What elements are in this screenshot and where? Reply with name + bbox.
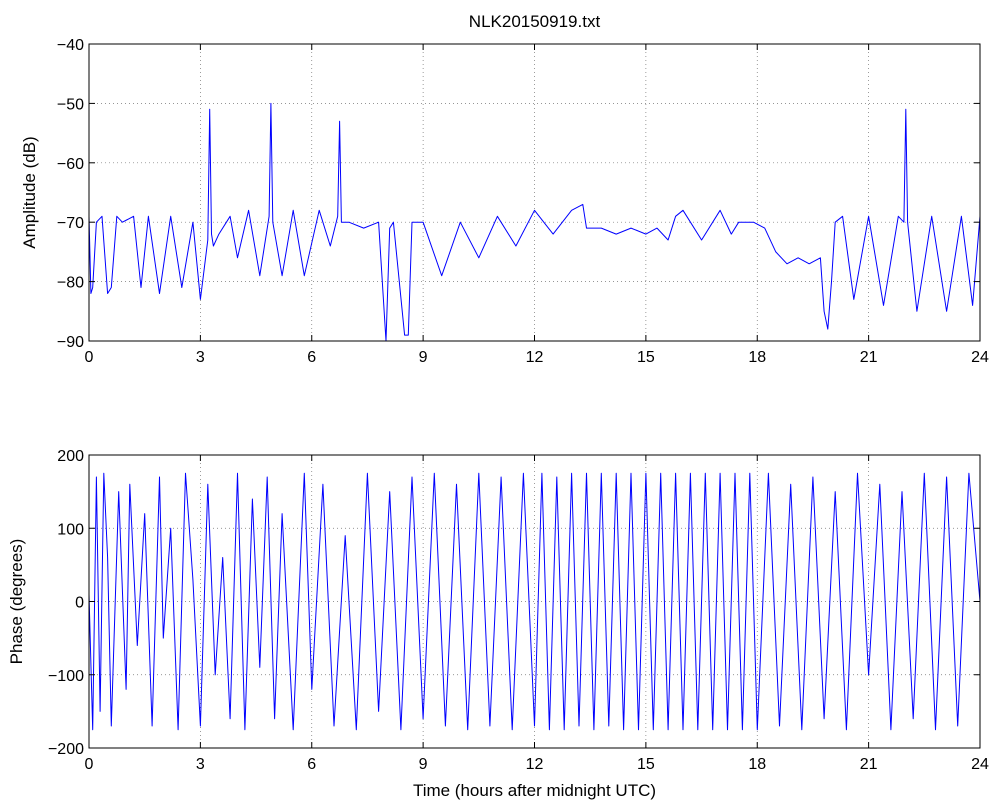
phase-trace <box>88 472 981 731</box>
y-tick-label: 200 <box>57 448 84 465</box>
x-tick-label: 0 <box>85 756 94 773</box>
y-tick-label: −40 <box>57 37 84 54</box>
chart-title: NLK20150919.txt <box>469 12 601 31</box>
x-tick-label: 15 <box>637 349 655 366</box>
axes-frame <box>88 454 981 749</box>
x-tick-label: 15 <box>637 756 655 773</box>
x-tick-label: 21 <box>860 349 878 366</box>
y-tick-label: −100 <box>48 668 84 685</box>
y-tick-label: 0 <box>75 595 84 612</box>
x-tick-label: 0 <box>85 349 94 366</box>
x-tick-label: 3 <box>196 349 205 366</box>
x-tick-label: 18 <box>748 349 766 366</box>
y-axis-label: Phase (degrees) <box>7 539 26 665</box>
amplitude-trace <box>88 102 981 342</box>
y-tick-label: −50 <box>57 96 84 113</box>
y-tick-label: 100 <box>57 521 84 538</box>
amplitude-panel: 0 3 6 9 12 15 18 21 24 −40 −50 −60 −70 −80 −90 Amplitud… <box>20 12 989 366</box>
y-tick-label: −80 <box>57 275 84 292</box>
y-tick-label: −70 <box>57 215 84 232</box>
phase-panel: 0 3 6 9 12 15 18 21 24 200 100 0 −100 −200 Phase (degr… <box>7 448 989 800</box>
y-tick-label: −200 <box>48 741 84 758</box>
y-tick-label: −90 <box>57 334 84 351</box>
x-tick-label: 24 <box>971 349 989 366</box>
x-axis-label: Time (hours after midnight UTC) <box>413 781 656 800</box>
x-tick-label: 9 <box>419 756 428 773</box>
x-tick-label: 12 <box>526 349 544 366</box>
x-tick-label: 12 <box>526 756 544 773</box>
y-axis-label: Amplitude (dB) <box>20 136 39 248</box>
x-tick-label: 9 <box>419 349 428 366</box>
x-tick-label: 6 <box>307 756 316 773</box>
x-tick-label: 3 <box>196 756 205 773</box>
x-tick-label: 18 <box>748 756 766 773</box>
x-tick-label: 6 <box>307 349 316 366</box>
x-tick-label: 24 <box>971 756 989 773</box>
x-tick-label: 21 <box>860 756 878 773</box>
y-tick-label: −60 <box>57 156 84 173</box>
